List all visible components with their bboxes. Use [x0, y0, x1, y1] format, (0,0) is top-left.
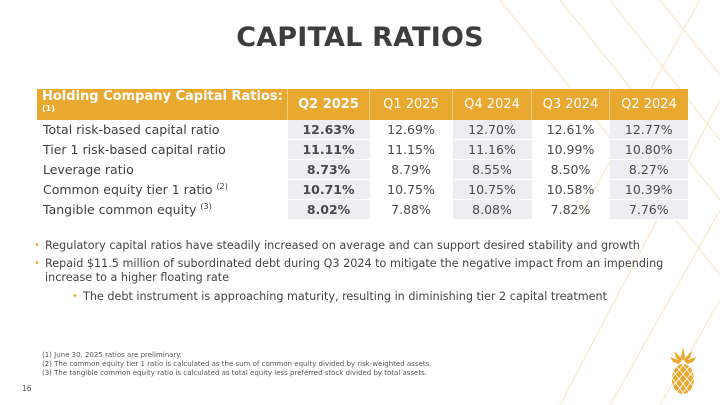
bullet-item: • Regulatory capital ratios have steadily…: [34, 239, 640, 252]
column-header: Q2 2025: [287, 89, 370, 120]
row-label: Leverage ratio: [37, 159, 288, 180]
ratio-value: 8.02%: [287, 199, 370, 220]
ratio-value: 10.71%: [287, 179, 370, 200]
header-label: Holding Company Capital Ratios: (1): [37, 89, 288, 120]
table-header-row: Holding Company Capital Ratios: (1) Q2 2…: [37, 89, 688, 120]
ratio-value: 7.88%: [369, 199, 453, 220]
footnote-ref: (3): [200, 202, 212, 211]
page-number: 16: [22, 384, 32, 393]
table-row: Common equity tier 1 ratio (2) 10.71% 10.7…: [37, 179, 688, 200]
column-header: Q3 2024: [531, 89, 610, 120]
row-label: Common equity tier 1 ratio (2): [37, 179, 288, 200]
ratio-value: 8.27%: [609, 159, 688, 180]
row-label: Total risk-based capital ratio: [37, 120, 288, 140]
table-row: Leverage ratio 8.73% 8.79% 8.55% 8.50% 8.27%: [37, 159, 688, 180]
footnote-ref: (2): [216, 182, 228, 191]
ratio-value: 10.99%: [531, 139, 610, 160]
column-header: Q2 2024: [609, 89, 688, 120]
footnote: (1) June 30, 2025 ratios are preliminary…: [42, 351, 182, 359]
ratio-value: 12.77%: [609, 120, 688, 140]
footnote: (2) The common equity tier 1 ratio is ca…: [42, 360, 432, 368]
ratio-value: 8.55%: [452, 159, 532, 180]
ratio-value: 12.69%: [369, 120, 453, 140]
column-header: Q1 2025: [369, 89, 453, 120]
ratio-value: 10.80%: [609, 139, 688, 160]
bullet-icon: •: [34, 240, 40, 251]
ratio-value: 12.70%: [452, 120, 532, 140]
ratio-value: 10.75%: [369, 179, 453, 200]
table-row: Tier 1 risk-based capital ratio 11.11% 11.…: [37, 139, 688, 160]
ratio-value: 11.11%: [287, 139, 370, 160]
ratio-value: 8.79%: [369, 159, 453, 180]
row-label: Tier 1 risk-based capital ratio: [37, 139, 288, 160]
capital-ratios-table: Holding Company Capital Ratios: (1) Q2 2…: [37, 89, 688, 220]
footnote: (3) The tangible common equity ratio is …: [42, 369, 427, 377]
table-row: Tangible common equity (3) 8.02% 7.88% 8.08…: [37, 199, 688, 220]
ratio-value: 8.73%: [287, 159, 370, 180]
bullet-list: • Regulatory capital ratios have steadily…: [34, 239, 674, 307]
row-label: Tangible common equity (3): [37, 199, 288, 220]
table-row: Total risk-based capital ratio 12.63% 12.6…: [37, 120, 688, 140]
pineapple-icon: [670, 347, 696, 395]
footnotes: (1) June 30, 2025 ratios are preliminary…: [42, 351, 431, 378]
bullet-icon: •: [72, 290, 78, 302]
ratio-value: 7.82%: [531, 199, 610, 220]
ratio-value: 8.50%: [531, 159, 610, 180]
bullet-item: • Repaid $11.5 million of subordinated de…: [34, 256, 664, 285]
footnote-ref: (1): [42, 104, 55, 113]
ratio-value: 11.15%: [369, 139, 453, 160]
ratio-value: 7.76%: [609, 199, 688, 220]
slide-title: CAPITAL RATIOS: [236, 22, 484, 53]
bullet-item: • The debt instrument is approaching matu…: [72, 289, 607, 303]
ratio-value: 12.61%: [531, 120, 610, 140]
ratio-value: 8.08%: [452, 199, 532, 220]
bullet-icon: •: [34, 257, 40, 269]
ratio-value: 10.75%: [452, 179, 532, 200]
ratio-value: 11.16%: [452, 139, 532, 160]
ratio-value: 12.63%: [287, 120, 370, 140]
ratio-value: 10.39%: [609, 179, 688, 200]
column-header: Q4 2024: [452, 89, 532, 120]
ratio-value: 10.58%: [531, 179, 610, 200]
